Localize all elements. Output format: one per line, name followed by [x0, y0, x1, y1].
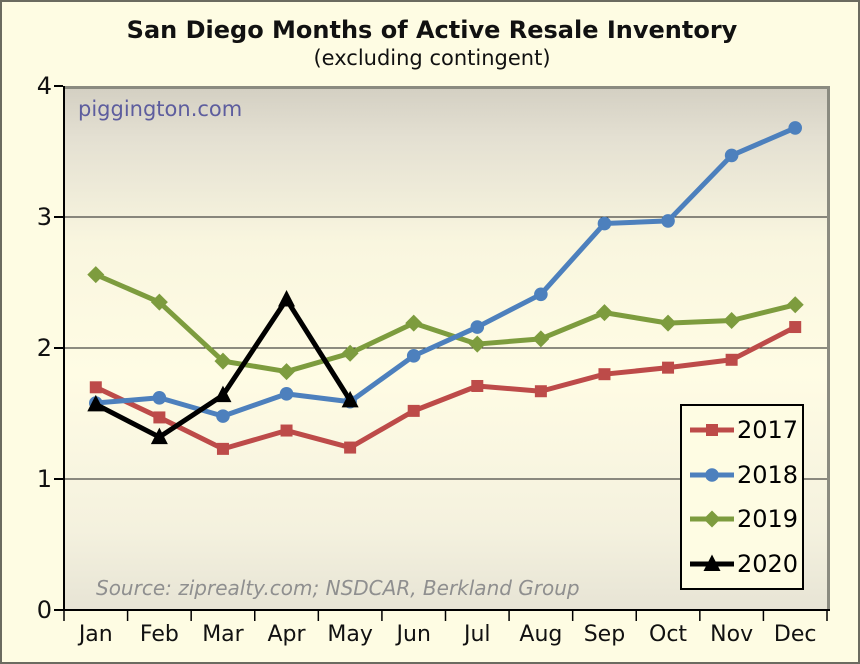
- x-axis-label-aug: Aug: [519, 622, 563, 647]
- square-marker-icon: [690, 424, 734, 437]
- series-line-2019: [93, 272, 798, 375]
- series-line-2017: [93, 324, 798, 452]
- legend-item-2020: 2020: [688, 550, 802, 578]
- series-line-2018: [93, 125, 798, 419]
- x-axis-label-feb: Feb: [139, 622, 179, 647]
- triangle-marker-icon: [690, 554, 734, 571]
- x-axis-label-nov: Nov: [710, 622, 754, 647]
- legend-label-2018: 2018: [737, 460, 799, 489]
- y-axis-label-2: 2: [36, 334, 52, 362]
- legend-label-2017: 2017: [737, 416, 799, 445]
- series-2020: [87, 290, 359, 445]
- series-2019: [87, 266, 804, 381]
- diamond-marker-icon: [690, 510, 734, 528]
- x-axis-label-mar: Mar: [202, 622, 244, 647]
- y-axis-label-1: 1: [36, 465, 52, 493]
- x-axis-label-oct: Oct: [649, 622, 688, 647]
- source-note: Source: ziprealty.com; NSDCAR, Berkland …: [96, 576, 580, 600]
- x-axis-label-sep: Sep: [583, 622, 626, 647]
- y-axis-label-3: 3: [36, 203, 52, 231]
- legend-item-2019: 2019: [688, 505, 802, 533]
- x-axis-label-apr: Apr: [267, 622, 306, 647]
- legend: 2017 2018 2019 2020: [680, 404, 804, 590]
- x-axis-label-dec: Dec: [773, 622, 817, 647]
- x-axis-label-may: May: [327, 622, 373, 647]
- chart-subtitle: (excluding contingent): [313, 46, 551, 70]
- circle-marker-icon: [690, 467, 734, 482]
- legend-label-2019: 2019: [737, 505, 799, 534]
- legend-label-2020: 2020: [737, 549, 799, 578]
- y-axis-label-0: 0: [36, 596, 52, 624]
- x-axis-label-jun: Jun: [396, 622, 431, 647]
- x-axis-label-jul: Jul: [464, 622, 491, 647]
- series-2017: [89, 321, 802, 455]
- chart-title: San Diego Months of Active Resale Invent…: [126, 16, 738, 44]
- y-axis-label-4: 4: [36, 72, 52, 100]
- x-axis-label-jan: Jan: [78, 622, 113, 647]
- legend-item-2017: 2017: [688, 416, 802, 444]
- watermark-text: piggington.com: [78, 97, 243, 121]
- legend-item-2018: 2018: [688, 461, 802, 489]
